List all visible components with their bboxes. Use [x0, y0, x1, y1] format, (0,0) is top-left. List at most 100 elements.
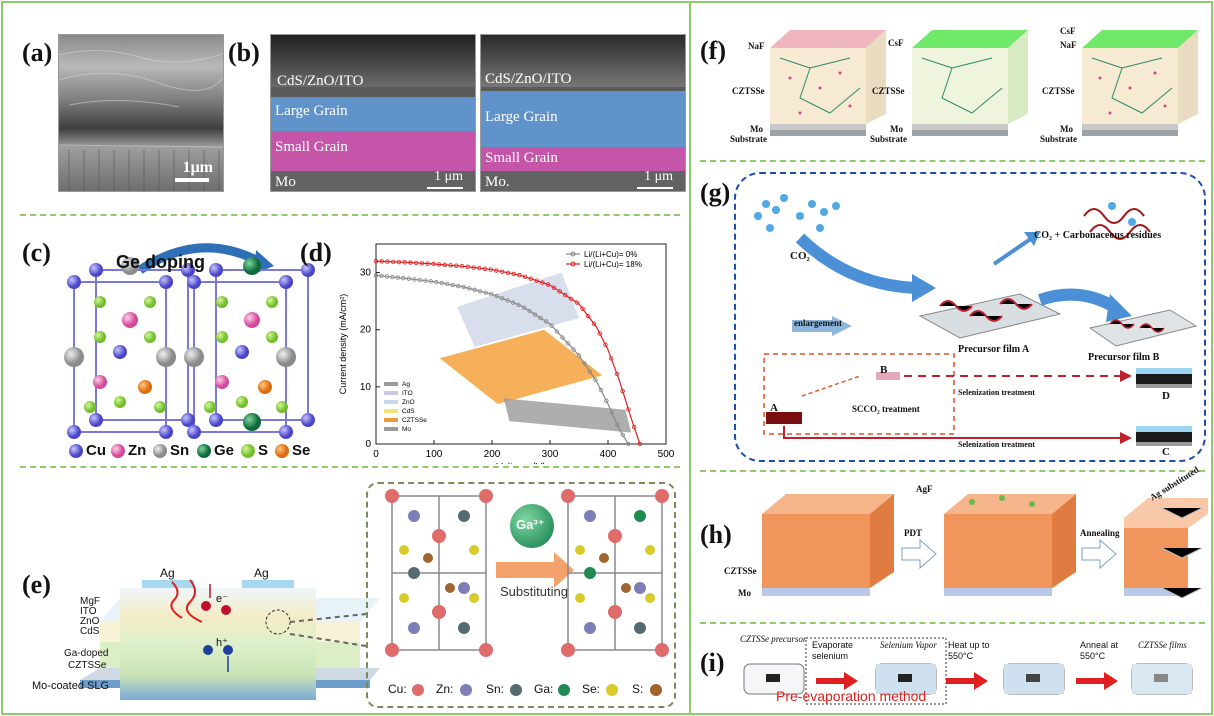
series-point-0 — [417, 277, 423, 283]
co2-label: CO₂ — [790, 250, 810, 262]
y-tick-label: 10 — [360, 382, 372, 393]
legend-e-zn: Zn: — [436, 682, 454, 696]
f1-mo: Mo — [750, 124, 763, 134]
f1-substrate: Substrate — [730, 134, 768, 144]
series-point-0 — [434, 279, 439, 285]
series-point-0 — [598, 387, 604, 393]
series-point-1 — [494, 268, 499, 273]
legend-sn: Sn — [170, 442, 190, 459]
label-mo-slg: Mo-coated SLG — [32, 680, 110, 692]
y-tick-label: 0 — [365, 439, 371, 450]
divider-ab-cd — [20, 214, 680, 216]
series-point-1 — [574, 300, 579, 305]
series-point-0 — [505, 298, 510, 303]
label-small-grain-b-right: Small Grain — [485, 150, 558, 166]
layer-top-b-left — [271, 35, 475, 87]
electron-label: e⁻ — [216, 593, 228, 605]
series-point-0 — [582, 361, 587, 366]
series-point-1 — [488, 267, 493, 272]
series-point-1 — [631, 424, 637, 430]
panel-label-g: (g) — [700, 178, 731, 207]
series-point-0 — [521, 305, 527, 310]
series-point-0 — [571, 347, 576, 352]
layer-mo-b-right — [481, 171, 685, 191]
h-cztsse: CZTSSe — [724, 566, 757, 576]
inset-top-layer — [457, 272, 579, 347]
series-point-0 — [395, 275, 401, 280]
vertical-divider — [689, 2, 691, 714]
inset-legend-label: Mo — [402, 426, 411, 433]
panel-label-d: (d) — [300, 238, 332, 267]
series-point-0 — [428, 279, 434, 284]
label-ag-left: Ag — [160, 566, 175, 580]
series-point-0 — [494, 293, 499, 299]
inset-legend-swatch — [384, 418, 398, 422]
i-films: CZTSSe films — [1138, 640, 1187, 650]
f3-substrate: Substrate — [1040, 134, 1078, 144]
selenization-label-1: Selenization treatment — [958, 388, 1035, 397]
legend-e-sn: Sn: — [486, 682, 505, 696]
plot-frame — [375, 243, 667, 445]
f1-czts: CZTSSe — [732, 86, 765, 96]
series-point-0 — [576, 353, 582, 358]
legend-swatches-c — [69, 444, 289, 458]
series-point-0 — [532, 312, 538, 317]
sem-image-a: 1μm — [58, 34, 224, 192]
label-d-g: D — [1162, 390, 1170, 402]
series-point-1 — [379, 259, 384, 264]
f2-csf: CsF — [888, 38, 904, 48]
series-point-1 — [563, 292, 568, 298]
series-point-1 — [431, 261, 436, 267]
legend-s: S — [258, 442, 269, 459]
label-b-g: B — [880, 364, 888, 376]
layer-large-grain-b-left — [271, 97, 475, 133]
light-arrows-e — [170, 579, 291, 672]
series-point-1 — [580, 306, 585, 311]
panel-label-h: (h) — [700, 520, 732, 549]
series-point-1 — [614, 371, 620, 377]
inset-legend-swatch — [384, 409, 398, 413]
series-point-0 — [609, 410, 615, 415]
scale-bar-label-a: 1μm — [182, 159, 213, 176]
series-point-1 — [540, 280, 545, 285]
device-front-e — [120, 588, 316, 700]
series-point-0 — [516, 302, 521, 307]
series-point-0 — [510, 300, 516, 305]
label-mgf2: MgF — [80, 596, 100, 607]
series-point-1 — [425, 261, 430, 266]
series-point-1 — [591, 321, 597, 326]
h-agf: AgF — [916, 484, 933, 494]
series-point-1 — [442, 262, 448, 268]
sem-image-b-right: CdS/ZnO/ITO Large Grain Small Grain Mo. … — [480, 34, 686, 192]
residues-label: CO₂ + Carbonaceous residues — [1034, 230, 1162, 241]
film-a-label: Precursor film A — [958, 344, 1030, 355]
series-point-0 — [439, 280, 445, 286]
series-point-1 — [454, 263, 459, 268]
h-annealing: Annealing — [1080, 528, 1120, 538]
ge-doping-label: Ge doping — [116, 252, 205, 272]
label-small-grain-b-left: Small Grain — [275, 139, 348, 155]
series-point-1 — [517, 272, 522, 278]
film-b-label: Precursor film B — [1088, 352, 1160, 363]
series-point-0 — [488, 291, 494, 297]
x-tick-label: 100 — [426, 449, 443, 460]
label-mo-b-left: Mo — [275, 174, 296, 190]
inset-legend-label: ZnO — [402, 399, 415, 406]
label-zno: ZnO — [80, 616, 100, 627]
series-point-0 — [461, 284, 466, 290]
legend-e-se: Se: — [582, 682, 601, 696]
inset-legend-swatch — [384, 382, 398, 386]
series-point-0 — [472, 287, 477, 293]
inset-device-layer — [439, 329, 603, 404]
series-point-1 — [620, 388, 625, 394]
series-point-1 — [609, 356, 614, 361]
ag-contact-left — [142, 580, 194, 588]
scale-bar-label-b-right: 1 μm — [644, 169, 673, 184]
ga-lattice-after — [561, 489, 669, 657]
divider-cd-e — [20, 466, 680, 468]
series-point-0 — [445, 281, 450, 287]
series-point-1 — [402, 260, 407, 265]
f3-mo: Mo — [1060, 124, 1073, 134]
x-tick-label: 400 — [600, 449, 617, 460]
inset-legend-swatch — [384, 400, 398, 404]
